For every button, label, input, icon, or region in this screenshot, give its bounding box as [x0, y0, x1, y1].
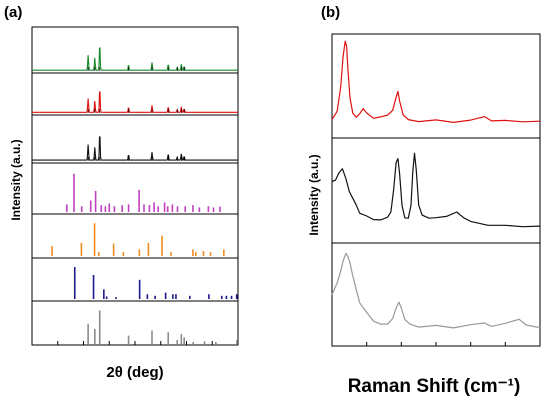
- spectrum-line-zto-ag-1: [331, 252, 541, 329]
- series-zto-ag-2-5: [32, 91, 238, 113]
- panel-a-ylabel: Intensity (a.u.): [9, 139, 23, 220]
- series-znsno3: [65, 173, 221, 212]
- series-zto-ag-1: [32, 136, 238, 161]
- series-zno: [87, 310, 238, 344]
- panel-b-label: (b): [321, 4, 340, 21]
- pattern-line-zto-ag-1: [32, 136, 238, 161]
- panel-a-label: (a): [4, 4, 22, 21]
- raman-panel: [331, 33, 541, 347]
- panel-b-frame: [331, 33, 541, 347]
- panel-a-xlabel: 2θ (deg): [106, 364, 163, 381]
- spectrum-line-zto-ag-5: [331, 40, 541, 123]
- spectrum-line-zto-ag-2-5: [331, 152, 541, 228]
- series-zn2sno4: [51, 223, 225, 256]
- panel-a-frame: [31, 26, 239, 346]
- xrd-panel: [31, 26, 239, 346]
- series-zto-ag-1: [331, 252, 541, 329]
- series-zto-ag-5: [331, 40, 541, 123]
- pattern-line-zto-ag-2-5: [32, 91, 238, 113]
- series-zto-ag-5: [32, 47, 238, 71]
- pattern-line-zto-ag-5: [32, 47, 238, 71]
- series-sno2: [73, 267, 238, 299]
- panel-b-ylabel: Intensity (a.u.): [307, 154, 321, 235]
- series-zto-ag-2-5: [331, 152, 541, 228]
- panel-b-xlabel: Raman Shift (cm⁻¹): [348, 376, 521, 397]
